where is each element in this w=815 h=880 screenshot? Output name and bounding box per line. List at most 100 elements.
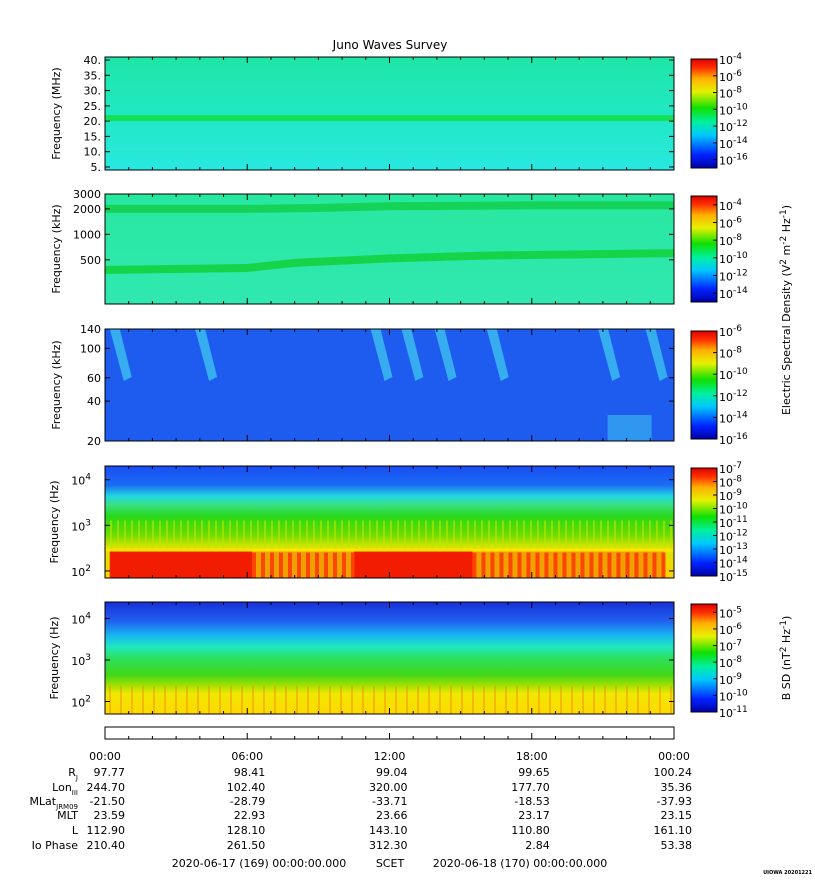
ephemeris-value: 100.24 <box>654 766 693 779</box>
y-tick-label: 40 <box>87 395 101 408</box>
mixed-stripe <box>643 552 648 578</box>
y-tick-label: 104 <box>71 612 91 627</box>
colorbar-tick-label: 10-6 <box>719 324 742 339</box>
ephemeris-label-4: L <box>72 824 79 837</box>
y-tick-label: 35. <box>84 69 102 82</box>
mixed-stripe <box>305 552 310 578</box>
y-tick-label: 20 <box>87 435 101 448</box>
mixed-stripe <box>499 552 504 578</box>
mixed-stripe <box>332 552 337 578</box>
mixed-stripe <box>526 552 531 578</box>
colorbar-tick-label: 10-11 <box>719 515 748 530</box>
mixed-stripe <box>562 552 567 578</box>
colorbar-tick-label: 10-8 <box>719 346 742 361</box>
spectrogram-background <box>105 602 674 714</box>
time-tick-label-1: 06:00 <box>231 750 263 763</box>
mixed-stripe <box>278 552 283 578</box>
date-label: SCET <box>376 857 405 870</box>
mixed-stripe <box>481 552 486 578</box>
colorbar-tick-label: 10-16 <box>719 153 748 168</box>
mixed-stripe <box>589 552 594 578</box>
mixed-stripe <box>661 552 666 578</box>
burst-3 <box>401 329 424 381</box>
colorbar-tick-label: 10-12 <box>719 529 748 544</box>
mixed-stripe <box>535 552 540 578</box>
y-tick-label: 10. <box>84 146 102 159</box>
panel-4: 102 103 104 Frequency (Hz) <box>48 465 675 579</box>
time-tick-label-3: 18:00 <box>516 750 548 763</box>
y-tick-label: 140 <box>80 323 101 336</box>
colorbar-tick-label: 10-9 <box>719 488 742 503</box>
colorbar-scale <box>690 195 718 303</box>
colorbar-tick-label: 10-5 <box>719 605 742 620</box>
mixed-stripe <box>323 552 328 578</box>
mixed-stripe <box>616 552 621 578</box>
mixed-stripe <box>490 552 495 578</box>
colorbar-scale <box>690 603 718 713</box>
burst-0 <box>109 329 132 381</box>
y-tick-label: 3000 <box>73 188 101 201</box>
colorbar-tick-label: 10-8 <box>719 86 742 101</box>
burst-7 <box>645 329 668 381</box>
mixed-stripe <box>269 552 274 578</box>
colorbar-tick-label: 10-12 <box>719 269 748 284</box>
colorbar-1: 10-4 10-6 10-810-10 10-12 10-14 10-16 <box>690 52 748 169</box>
burst-5 <box>486 329 509 381</box>
colorbar-tick-label: 10-8 <box>719 475 742 490</box>
colorbar-tick-label: 10-16 <box>719 432 748 447</box>
y-axis-label: Frequency (MHz) <box>50 67 63 159</box>
spectrogram-background <box>105 57 674 170</box>
ephemeris-value: 23.17 <box>518 809 550 822</box>
y-tick-label: 1000 <box>73 228 101 241</box>
mixed-stripe <box>580 552 585 578</box>
colorbar-tick-label: 10-6 <box>719 216 742 231</box>
mixed-stripe <box>341 552 346 578</box>
burst-6 <box>598 329 621 381</box>
time-tick-label-2: 12:00 <box>374 750 406 763</box>
y-axis-label: Frequency (kHz) <box>50 340 63 429</box>
ephemeris-value: 2.84 <box>525 839 550 852</box>
burst-1 <box>195 329 218 381</box>
colorbar-tick-label: 10-6 <box>719 622 742 637</box>
ephemeris-value: 244.70 <box>87 781 126 794</box>
colorbar-tick-label: 10-15 <box>719 569 748 584</box>
panel-1: 5. 10. 15. 20. 25. 30. 35. 40. Frequency (MHz) <box>50 54 675 174</box>
ephemeris-value: 112.90 <box>87 824 126 837</box>
mixed-stripe <box>652 552 657 578</box>
mixed-stripe <box>472 552 477 578</box>
ephemeris-value: -33.71 <box>372 795 407 808</box>
colorbar-tick-label: 10-6 <box>719 69 742 84</box>
colorbar-scale <box>690 467 718 577</box>
ephemeris-value: 177.70 <box>511 781 550 794</box>
date-start: 2020-06-17 (169) 00:00:00.000 <box>172 857 346 870</box>
red-layer-1 <box>353 550 473 578</box>
time-tick-label-0: 00:00 <box>89 750 121 763</box>
ephemeris-value: 261.50 <box>227 839 266 852</box>
colorbar-tick-label: 10-10 <box>719 102 748 117</box>
figure-title: Juno Waves Survey <box>332 38 448 52</box>
colorbar-tick-label: 10-14 <box>719 136 748 151</box>
ephemeris-value: 97.77 <box>94 766 126 779</box>
burst-low <box>607 415 652 441</box>
colorbar-tick-label: 10-14 <box>719 556 748 571</box>
emission-band-rising <box>105 249 674 274</box>
colorbar-tick-label: 10-12 <box>719 389 748 404</box>
y-tick-label: 30. <box>84 85 102 98</box>
colorbar-scale <box>690 330 718 440</box>
y-axis-label: Frequency (kHz) <box>50 204 63 293</box>
mixed-layer-0 <box>251 550 354 578</box>
red-layer-0 <box>109 550 252 578</box>
colorbar-tick-label: 10-11 <box>719 705 748 720</box>
spectrogram-panels: 5. 10. 15. 20. 25. 30. 35. 40. Frequency (MHz) 50… <box>48 54 675 715</box>
colorbar-title-electric: Electric Spectral Density (V2 m-2 Hz-1) <box>779 205 793 415</box>
emission-band-21mhz <box>105 115 674 122</box>
ephemeris-value: 22.93 <box>234 809 266 822</box>
mixed-stripe <box>607 552 612 578</box>
time-tick-label-4: 00:00 <box>658 750 690 763</box>
ephemeris-value: -21.50 <box>90 795 125 808</box>
colorbar-tick-label: 10-14 <box>719 410 748 425</box>
y-tick-label: 103 <box>71 653 91 668</box>
ephemeris-value: 23.59 <box>94 809 126 822</box>
mixed-stripe <box>508 552 513 578</box>
